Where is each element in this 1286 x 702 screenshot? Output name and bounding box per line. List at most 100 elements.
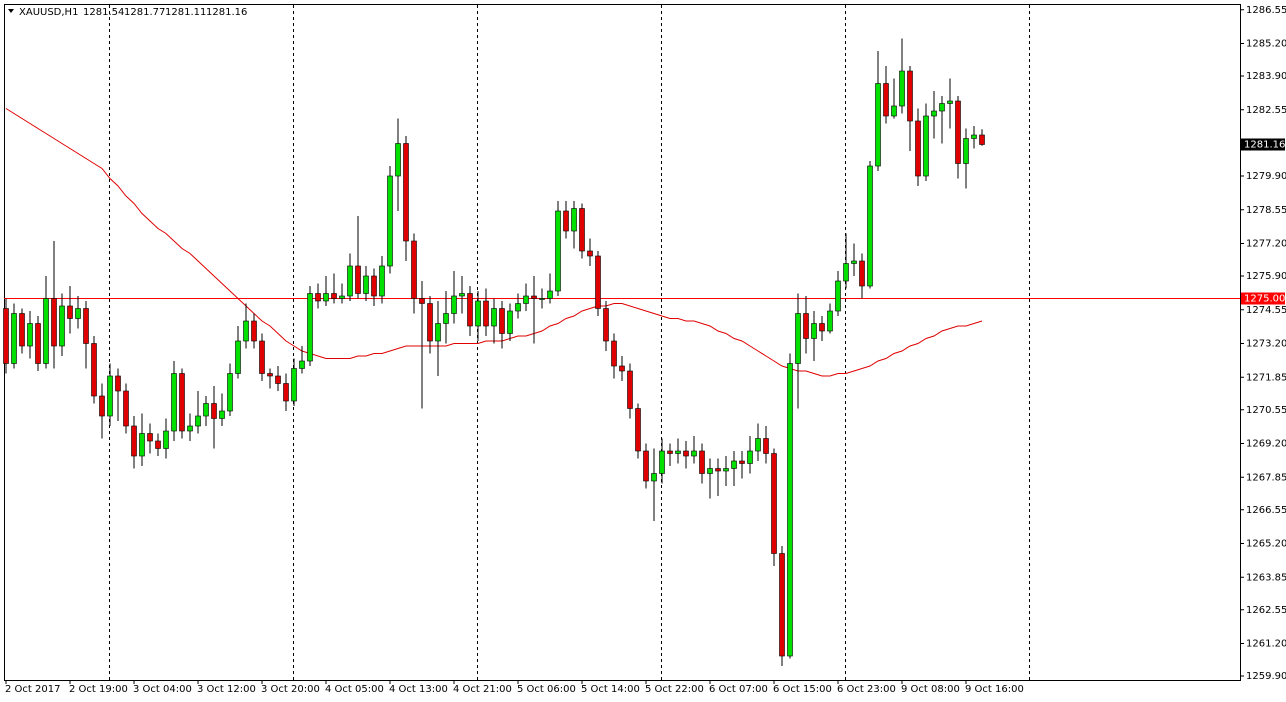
candle-body [507,310,513,334]
y-tick-label: 1265.20 [1246,539,1286,550]
candle-body [643,450,649,482]
candle-body [131,425,137,457]
header-low: 1281.11 [165,7,206,18]
candle-body [163,430,169,449]
candle-body [603,308,609,342]
plot-frame [4,4,1241,681]
y-tick-label: 1282.55 [1246,105,1286,116]
level-label: 1275.00 [1244,294,1285,305]
candle-body [123,390,129,427]
candle-body [99,395,105,417]
candle-body [611,340,617,367]
candle-body [691,450,697,457]
candle-body [179,373,185,432]
candle-body [43,298,49,364]
candle-body [739,460,745,464]
candle-body [211,403,217,419]
candle-body [395,143,401,177]
candle-body [339,295,345,299]
candle-body [347,265,353,297]
candle-body [867,165,873,287]
candle-body [835,280,841,312]
x-tick-label: 5 Oct 14:00 [581,684,640,695]
candle-body [11,313,17,364]
candle-body [571,208,577,232]
candle-body [595,255,601,309]
candle-body [115,375,121,392]
candle-body [715,468,721,472]
chart-title: XAUUSD,H1 [19,7,78,18]
candle-body [379,265,385,297]
candle-body [747,450,753,464]
candle-body [883,83,889,117]
candle-body [403,143,409,242]
candle-body [243,320,249,342]
candle-body [843,263,849,282]
y-tick-label: 1285.20 [1246,39,1286,50]
y-tick-label: 1274.55 [1246,305,1286,316]
candle-body [539,298,545,300]
candle-body [587,250,593,257]
candle-body [35,323,41,364]
candle-body [411,240,417,299]
candle-body [259,340,265,374]
candle-body [499,308,505,334]
candle-body [483,300,489,327]
y-tick-label: 1277.20 [1246,239,1286,250]
candle-body [419,298,425,304]
candle-body [955,100,961,164]
candle-body [283,383,289,402]
candle-body [51,298,57,347]
candle-body [915,120,921,177]
candle-body [435,323,441,342]
header-open: 1281.54 [83,7,124,18]
x-tick-label: 9 Oct 16:00 [965,684,1024,695]
candle-body [755,438,761,452]
x-tick-label: 3 Oct 20:00 [261,684,320,695]
candle-body [971,134,977,139]
candle-body [683,450,689,457]
candle-body [819,323,825,332]
candle-body [699,450,705,474]
candle-body [515,303,521,312]
candle-body [251,320,257,342]
candle-body [963,138,969,164]
candle-body [827,310,833,332]
candle-body [555,210,561,292]
candle-body [475,300,481,327]
candle-body [979,134,985,145]
candle-body [891,105,897,117]
y-tick-label: 1279.90 [1246,171,1286,182]
candle-body [899,70,905,107]
header-icon [8,9,14,13]
y-tick-label: 1269.20 [1246,439,1286,450]
y-tick-label: 1267.85 [1246,472,1286,483]
candle-body [859,260,865,287]
candle-body [371,275,377,297]
candle-body [155,440,161,449]
candle-body [947,100,953,104]
candle-body [563,210,569,232]
candle-body [235,340,241,374]
x-tick-label: 3 Oct 04:00 [133,684,192,695]
candle-body [443,313,449,324]
candle-body [627,370,633,409]
candle-body [723,468,729,472]
candle-body [427,303,433,342]
y-tick-label: 1278.55 [1246,205,1286,216]
y-tick-label: 1271.85 [1246,372,1286,383]
candle-body [227,373,233,412]
x-tick-label: 6 Oct 23:00 [837,684,896,695]
last-price-label: 1281.16 [1244,140,1285,151]
candle-body [907,70,913,122]
candle-body [667,450,673,454]
candle-body [763,438,769,454]
candle-body [83,308,89,344]
candle-body [19,313,25,347]
candle-body [675,450,681,454]
candle-body [331,293,337,299]
candle-body [59,305,65,347]
candle-body [355,265,361,294]
candle-body [171,373,177,432]
